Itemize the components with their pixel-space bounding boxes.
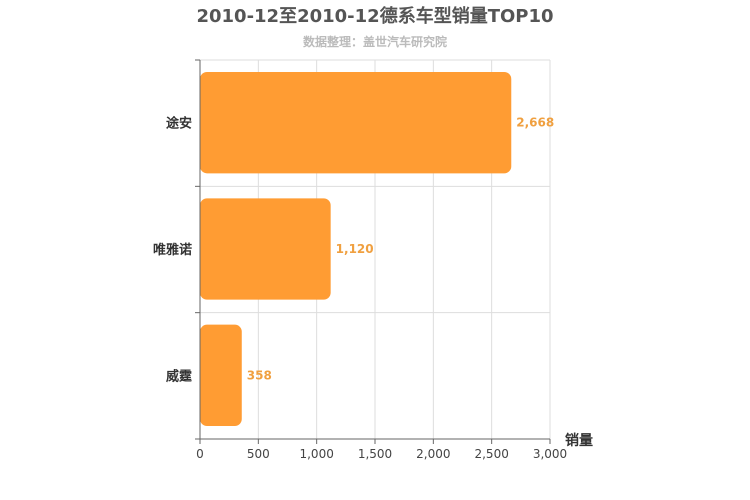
x-tick-label: 500: [247, 447, 270, 461]
data-label: 358: [247, 368, 272, 382]
x-tick-label: 3,000: [533, 447, 567, 461]
bar: [200, 198, 331, 300]
data-label: 1,120: [336, 242, 374, 256]
category-label: 途安: [166, 116, 192, 132]
category-label: 威霆: [166, 368, 193, 384]
bars: 2,668 1,120 358: [200, 72, 554, 426]
data-label: 2,668: [516, 116, 554, 130]
x-tick-label: 0: [196, 447, 204, 461]
chart-title: 2010-12至2010-12德系车型销量TOP10: [196, 5, 553, 27]
chart-subtitle: 数据整理：盖世汽车研究院: [303, 34, 447, 49]
x-axis-title: 销量: [565, 432, 593, 449]
x-tick-label: 1,000: [299, 447, 333, 461]
bar: [200, 324, 242, 426]
bar: [200, 72, 512, 174]
x-tick-label: 1,500: [358, 447, 392, 461]
x-tick-label: 2,000: [416, 447, 450, 461]
x-tick-label: 2,500: [474, 447, 508, 461]
category-label: 唯雅诺: [153, 242, 192, 258]
